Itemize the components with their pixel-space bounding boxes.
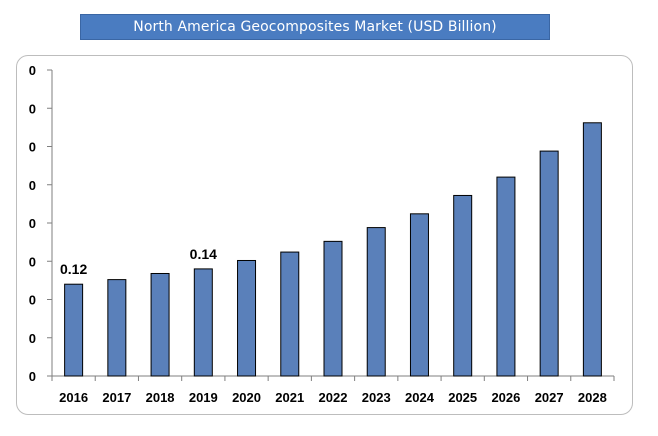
y-tick-label: 0 (29, 254, 36, 269)
x-tick-label: 2018 (146, 390, 175, 405)
x-tick-label: 2016 (59, 390, 88, 405)
y-tick-label: 0 (29, 140, 36, 155)
x-tick-label: 2025 (448, 390, 477, 405)
x-tick-label: 2020 (232, 390, 261, 405)
y-tick-label: 0 (29, 178, 36, 193)
bar-2022 (323, 240, 343, 377)
chart-title: North America Geocomposites Market (USD … (133, 19, 497, 35)
x-tick-label: 2022 (319, 390, 348, 405)
chart-bars (64, 122, 602, 377)
bar-2018 (150, 272, 170, 377)
x-tick-label: 2023 (362, 390, 391, 405)
x-tick-label: 2021 (275, 390, 304, 405)
data-label: 0.14 (190, 246, 217, 262)
bar-2026 (496, 176, 516, 377)
x-tick-label: 2026 (491, 390, 520, 405)
x-tick-label: 2024 (405, 390, 435, 405)
x-tick-label: 2019 (189, 390, 218, 405)
y-tick-label: 0 (29, 216, 36, 231)
bar-2020 (237, 259, 257, 377)
bar-2021 (280, 251, 300, 377)
y-tick-label: 0 (29, 63, 36, 78)
bar-2023 (366, 227, 386, 377)
y-tick-label: 0 (29, 293, 36, 308)
x-tick-label: 2028 (578, 390, 607, 405)
bar-2028 (582, 122, 602, 377)
x-tick-label: 2027 (535, 390, 564, 405)
x-tick-label: 2017 (102, 390, 131, 405)
bar-2024 (409, 213, 429, 377)
y-tick-label: 0 (29, 101, 36, 116)
bar-2016 (64, 283, 84, 377)
chart-title-bar: North America Geocomposites Market (USD … (80, 14, 550, 40)
y-tick-label: 0 (29, 369, 36, 384)
bar-2025 (453, 194, 473, 377)
chart-labels: 2016 2017 2018 2019 2020 2021 2022 2023 2024 2025… (59, 246, 607, 405)
bar-2019 (193, 268, 213, 377)
data-label: 0.12 (60, 261, 87, 277)
bar-2017 (107, 279, 127, 377)
y-tick-label: 0 (29, 331, 36, 346)
bar-2027 (539, 150, 559, 377)
